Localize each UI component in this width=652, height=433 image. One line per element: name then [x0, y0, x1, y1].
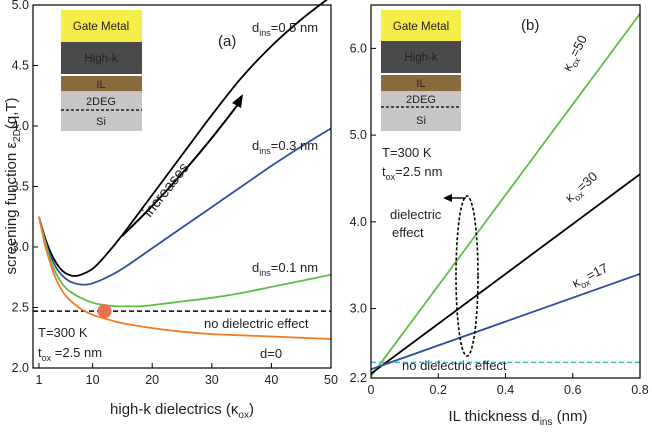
panel-a-ylabel: screening function ε2D(q,T): [3, 97, 23, 274]
panel-b-label: (b): [521, 17, 539, 34]
il-text: IL: [96, 79, 105, 91]
series-line-d03: [38, 127, 332, 286]
x-tick-label: 0.6: [564, 383, 581, 397]
arrow-label: increases: [140, 159, 193, 220]
il-text: IL: [416, 78, 425, 90]
2deg-text: 2DEG: [406, 94, 436, 106]
y-tick-label: 4.5: [12, 59, 29, 73]
gate-metal-text: Gate Metal: [73, 21, 129, 33]
series-line-d01: [38, 216, 332, 308]
si-layer: [381, 91, 461, 131]
label-k50: κox=50: [559, 33, 592, 75]
x-tick-label: 10: [86, 373, 100, 387]
gate-metal-layer: [381, 10, 461, 41]
x-tick-label: 0: [368, 383, 375, 397]
x-tick-label: 20: [145, 373, 159, 387]
panel-a-tick-labels: 1 10 20 30 40 50 2.0 2.5 3.0 3.5 4.0 4.5 5.0: [12, 0, 338, 387]
y-tick-label: 2.5: [12, 301, 29, 315]
effect-arrow: [443, 194, 466, 202]
increase-arrow: [121, 94, 243, 237]
il-layer: [61, 76, 142, 91]
2deg-text: 2DEG: [86, 96, 116, 108]
label-d01: dins=0.1 nm: [252, 260, 318, 278]
y-tick-label: 6.0: [350, 41, 367, 55]
label-d03: dins=0.3 nm: [252, 138, 318, 156]
panel-a-frame: [32, 4, 332, 369]
panel-a-marker-dot: [97, 304, 112, 319]
label-temp-a: T=300 K: [38, 325, 88, 340]
high-k-text: High-k: [404, 52, 437, 64]
gate-metal-text: Gate Metal: [393, 21, 449, 33]
panel-a-series: [38, 0, 332, 340]
series-line-d05: [38, 0, 328, 277]
y-tick-label: 2.0: [12, 361, 29, 375]
si-text: Si: [416, 115, 426, 127]
y-tick-label: 4.0: [12, 119, 29, 133]
label-d0: d=0: [260, 346, 282, 361]
effect-label-1: dielectric: [390, 207, 442, 222]
x-tick-label: 50: [324, 373, 338, 387]
label-tox-a: tox =2.5 nm: [38, 345, 102, 363]
si-text: Si: [96, 116, 106, 128]
high-k-layer: [381, 41, 461, 73]
x-tick-label: 40: [264, 373, 278, 387]
y-tick-label: 4.0: [350, 215, 367, 229]
high-k-layer: [61, 42, 142, 74]
label-k30: κox=30: [562, 169, 602, 208]
effect-label-2: effect: [392, 225, 424, 240]
y-tick-label: 5.0: [350, 128, 367, 142]
y-tick-label: 3.0: [12, 240, 29, 254]
label-no-dielectric-a: no dielectric effect: [204, 316, 309, 331]
label-no-dielectric-b: no dielectric effect: [402, 358, 507, 373]
panel-a: 1 10 20 30 40 50 2.0 2.5 3.0 3.5 4.0 4.5 5.0 increas…: [3, 0, 338, 421]
label-d05: dins=0.5 nm: [252, 20, 318, 38]
si-layer: [61, 91, 142, 131]
series-line-k30: [370, 173, 641, 375]
panel-b-tick-labels: 0 0.2 0.4 0.6 0.8 2.2 3.0 4.0 5.0 6.0: [350, 41, 649, 397]
high-k-text: High-k: [84, 53, 117, 65]
y-tick-label: 5.0: [12, 0, 29, 12]
y-tick-label: 3.5: [12, 180, 29, 194]
y-tick-label: 3.0: [350, 302, 367, 316]
series-line-k17: [370, 273, 641, 371]
panel-b-frame: [370, 4, 641, 379]
il-layer: [381, 75, 461, 91]
label-temp-b: T=300 K: [382, 145, 432, 160]
x-tick-label: 0.8: [631, 383, 648, 397]
inset-stack-a: Gate Metal High-k IL 2DEG Si: [61, 10, 142, 131]
x-tick-label: 0.2: [430, 383, 447, 397]
panel-a-label: (a): [218, 33, 236, 50]
effect-ellipse: [455, 195, 479, 357]
series-line-k50: [370, 13, 641, 377]
x-tick-label: 0.4: [497, 383, 514, 397]
panel-b-series: [370, 13, 641, 377]
x-tick-label: 1: [35, 373, 42, 387]
label-k17: κox=17: [570, 260, 612, 293]
label-tox-b: tox=2.5 nm: [382, 164, 442, 182]
series-line-d0: [38, 216, 332, 340]
gate-metal-layer: [61, 10, 142, 42]
panel-b-xlabel: IL thickness dins (nm): [449, 408, 588, 428]
y-tick-label: 2.2: [350, 371, 367, 385]
x-tick-label: 30: [205, 373, 219, 387]
panel-b: 0 0.2 0.4 0.6 0.82.23.04.05.06.0 dielectric …: [350, 4, 649, 428]
panel-a-xlabel: high-k dielectrics (κox): [110, 401, 254, 421]
inset-stack-b: Gate Metal High-k IL 2DEG Si: [381, 10, 461, 131]
